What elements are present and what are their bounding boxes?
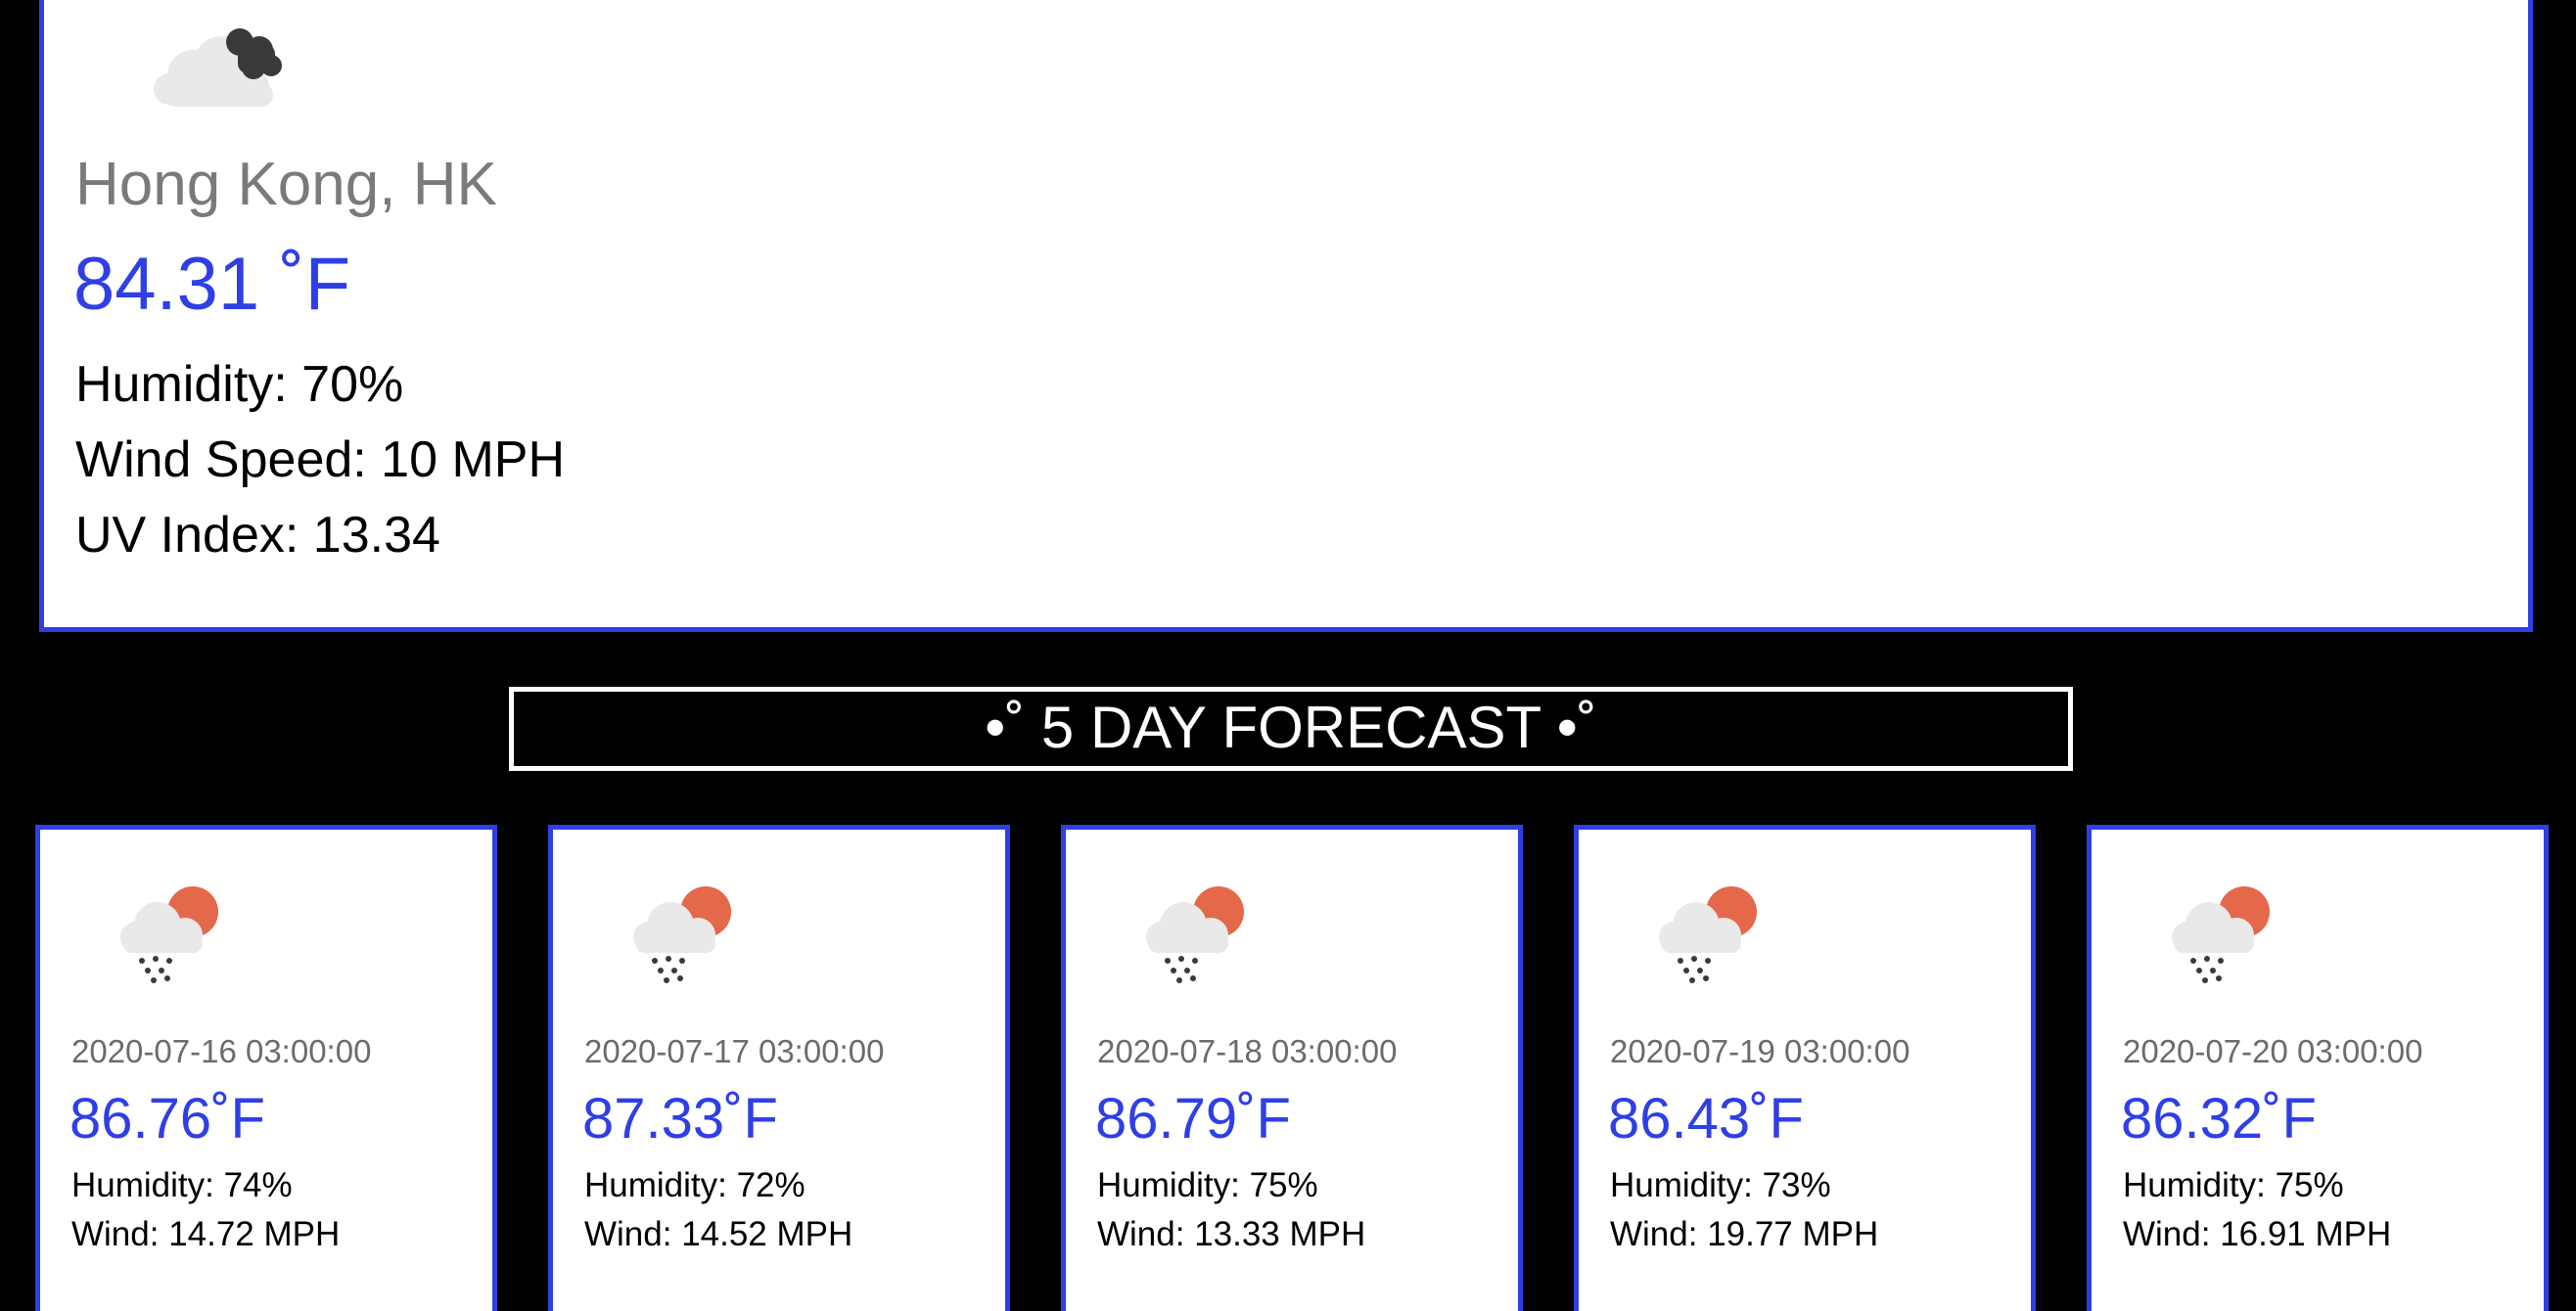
forecast-wind: Wind: 13.33 MPH [1097,1215,1366,1253]
forecast-humidity: Humidity: 74% [71,1166,293,1204]
rain-sun-cloud-icon [1146,886,1244,983]
forecast-temperature: 86.32˚F [2121,1087,2317,1151]
forecast-wind: Wind: 19.77 MPH [1610,1215,1879,1253]
forecast-card: 2020-07-19 03:00:00 86.43˚F Humidity: 73… [1574,825,2036,1311]
city-name: Hong Kong, HK [75,151,497,218]
forecast-date: 2020-07-20 03:00:00 [2123,1033,2423,1069]
forecast-date: 2020-07-18 03:00:00 [1097,1033,1398,1069]
forecast-wind: Wind: 14.52 MPH [584,1215,853,1253]
forecast-card: 2020-07-20 03:00:00 86.32˚F Humidity: 75… [2087,825,2549,1311]
forecast-wind: Wind: 14.72 MPH [71,1215,341,1253]
forecast-humidity: Humidity: 75% [1097,1166,1318,1204]
forecast-date: 2020-07-19 03:00:00 [1610,1033,1910,1069]
forecast-temperature: 86.43˚F [1608,1087,1804,1151]
dark-cloud-icon [154,28,282,107]
current-weather-card: Hong Kong, HK 84.31 ˚F Humidity: 70% Win… [39,0,2533,632]
current-temperature: 84.31 ˚F [73,243,351,326]
forecast-humidity: Humidity: 73% [1610,1166,1831,1204]
forecast-temperature: 86.79˚F [1095,1087,1291,1151]
forecast-temperature: 86.76˚F [69,1087,265,1151]
forecast-date: 2020-07-16 03:00:00 [71,1033,372,1069]
forecast-heading: •˚ 5 DAY FORECAST •˚ [509,687,2073,771]
rain-sun-cloud-icon [120,886,218,983]
forecast-card: 2020-07-18 03:00:00 86.79˚F Humidity: 75… [1061,825,1523,1311]
current-humidity: Humidity: 70% [75,356,404,413]
current-uv-index: UV Index: 13.34 [75,507,440,564]
forecast-humidity: Humidity: 72% [584,1166,805,1204]
forecast-card: 2020-07-17 03:00:00 87.33˚F Humidity: 72… [548,825,1010,1311]
forecast-temperature: 87.33˚F [582,1087,778,1151]
current-wind-speed: Wind Speed: 10 MPH [75,431,566,488]
forecast-wind: Wind: 16.91 MPH [2123,1215,2392,1253]
rain-sun-cloud-icon [633,886,731,983]
rain-sun-cloud-icon [2172,886,2270,983]
forecast-humidity: Humidity: 75% [2123,1166,2344,1204]
rain-sun-cloud-icon [1659,886,1757,983]
forecast-card: 2020-07-16 03:00:00 86.76˚F Humidity: 74… [35,825,497,1311]
forecast-date: 2020-07-17 03:00:00 [584,1033,885,1069]
